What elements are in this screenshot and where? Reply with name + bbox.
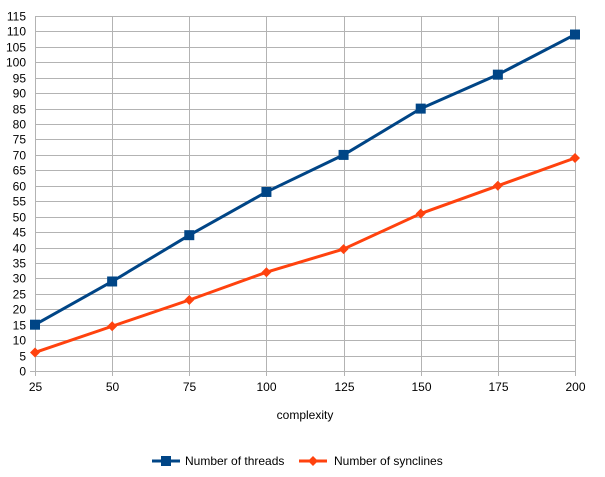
data-point-number-of-synclines bbox=[492, 180, 503, 191]
y-tick-label: 10 bbox=[13, 334, 27, 348]
y-tick-label: 45 bbox=[13, 226, 27, 240]
series-line-number-of-threads bbox=[34, 33, 576, 327]
y-tick-label: 115 bbox=[7, 10, 26, 24]
data-point-number-of-synclines bbox=[184, 295, 195, 305]
x-tick-label: 25 bbox=[29, 380, 43, 394]
x-tick-label: 200 bbox=[565, 380, 585, 394]
data-point-number-of-synclines bbox=[570, 153, 580, 163]
y-tick-label: 90 bbox=[13, 87, 27, 101]
y-tick-label: 0 bbox=[19, 365, 26, 379]
x-tick-label: 50 bbox=[106, 380, 120, 394]
data-point-number-of-synclines bbox=[261, 267, 272, 278]
data-point-number-of-synclines bbox=[30, 347, 40, 358]
y-tick-label: 40 bbox=[13, 242, 27, 256]
y-tick-label: 105 bbox=[6, 41, 26, 55]
series-lines bbox=[30, 29, 580, 358]
data-point-number-of-synclines bbox=[415, 208, 426, 219]
data-point-number-of-threads bbox=[30, 319, 40, 330]
y-tick-label: 65 bbox=[13, 164, 27, 178]
y-tick-label: 60 bbox=[13, 180, 27, 194]
y-tick-label: 25 bbox=[13, 288, 27, 302]
y-tick-label: 35 bbox=[13, 257, 27, 271]
y-tick-label: 20 bbox=[13, 303, 27, 317]
data-point-number-of-threads bbox=[415, 103, 426, 114]
x-tick-label: 150 bbox=[411, 380, 431, 394]
data-point-number-of-threads bbox=[184, 230, 195, 241]
legend: Number of threads Number of synclines bbox=[152, 454, 443, 468]
data-point-number-of-threads bbox=[261, 186, 272, 197]
y-tick-label: 95 bbox=[13, 72, 27, 86]
x-tick-labels: 25 50 75 100 125 150 175 200 bbox=[29, 380, 586, 394]
y-tick-label: 70 bbox=[13, 149, 27, 163]
x-tick-label: 75 bbox=[183, 380, 197, 394]
y-tick-label: 85 bbox=[13, 103, 27, 117]
y-tick-label: 15 bbox=[13, 319, 27, 333]
legend-label-number-of-threads: Number of threads bbox=[185, 454, 284, 468]
data-point-number-of-threads bbox=[492, 69, 503, 80]
x-tick-label: 175 bbox=[488, 380, 508, 394]
legend-marker-number-of-synclines bbox=[308, 456, 318, 466]
y-tick-label: 50 bbox=[13, 211, 27, 225]
y-tick-label: 55 bbox=[13, 195, 27, 209]
axes bbox=[30, 16, 575, 376]
data-point-number-of-threads bbox=[338, 149, 349, 160]
data-point-number-of-synclines bbox=[338, 244, 349, 255]
legend-marker-number-of-threads bbox=[161, 456, 171, 466]
x-axis-title: complexity bbox=[277, 408, 334, 422]
y-tick-label: 30 bbox=[13, 272, 27, 286]
data-point-number-of-threads bbox=[570, 29, 580, 40]
y-tick-label: 100 bbox=[6, 56, 26, 70]
x-tick-label: 100 bbox=[256, 380, 276, 394]
data-point-number-of-synclines bbox=[107, 321, 118, 332]
y-tick-label: 75 bbox=[13, 133, 27, 147]
y-tick-label: 5 bbox=[19, 350, 26, 364]
y-tick-label: 110 bbox=[7, 25, 26, 39]
series-line-number-of-synclines bbox=[34, 156, 576, 354]
y-tick-label: 80 bbox=[13, 118, 27, 132]
legend-label-number-of-synclines: Number of synclines bbox=[334, 454, 443, 468]
data-point-number-of-threads bbox=[107, 276, 118, 287]
x-tick-label: 125 bbox=[334, 380, 354, 394]
